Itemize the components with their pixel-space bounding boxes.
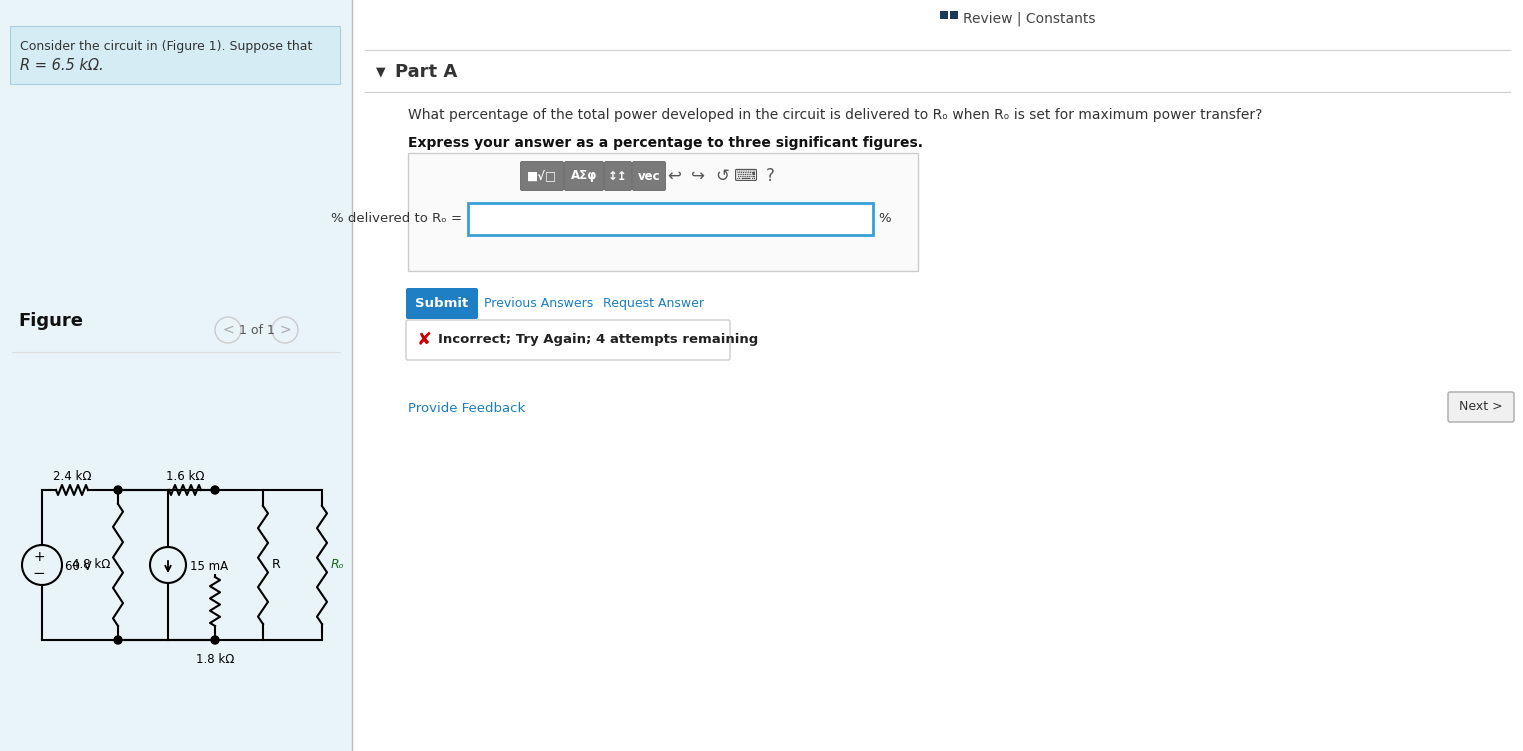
Text: Part A: Part A [394, 63, 457, 81]
Text: Previous Answers: Previous Answers [484, 297, 594, 310]
FancyBboxPatch shape [565, 161, 603, 191]
Circle shape [114, 486, 122, 494]
Text: Review | Constants: Review | Constants [963, 12, 1095, 26]
Text: R: R [273, 559, 280, 572]
FancyBboxPatch shape [407, 288, 478, 319]
Text: AΣφ: AΣφ [571, 170, 597, 182]
Bar [352, 0, 1523, 751]
Text: ⌨: ⌨ [734, 167, 758, 185]
Text: ▼: ▼ [376, 65, 385, 79]
Text: Incorrect; Try Again; 4 attempts remaining: Incorrect; Try Again; 4 attempts remaini… [439, 333, 758, 346]
Text: ?: ? [766, 167, 774, 185]
Text: 1.8 kΩ: 1.8 kΩ [196, 653, 235, 666]
Text: ↺: ↺ [716, 167, 730, 185]
Text: Next >: Next > [1459, 400, 1503, 414]
Text: 60 V: 60 V [65, 560, 91, 574]
Text: >: > [279, 323, 291, 337]
FancyBboxPatch shape [407, 320, 730, 360]
Text: 4.8 kΩ: 4.8 kΩ [72, 559, 110, 572]
Text: Submit: Submit [416, 297, 469, 310]
Text: vec: vec [638, 170, 661, 182]
Text: ■√□: ■√□ [527, 170, 557, 182]
Text: <: < [222, 323, 235, 337]
Text: What percentage of the total power developed in the circuit is delivered to Rₒ w: What percentage of the total power devel… [408, 108, 1263, 122]
Text: %: % [877, 213, 891, 225]
Text: −: − [32, 566, 46, 581]
Text: ↕↥: ↕↥ [608, 170, 627, 182]
Text: % delivered to Rₒ =: % delivered to Rₒ = [330, 213, 461, 225]
Text: Request Answer: Request Answer [603, 297, 704, 310]
Text: +: + [34, 550, 44, 564]
FancyBboxPatch shape [1448, 392, 1514, 422]
FancyBboxPatch shape [521, 161, 564, 191]
Text: Figure: Figure [18, 312, 82, 330]
Circle shape [212, 636, 219, 644]
Circle shape [212, 486, 219, 494]
Text: Express your answer as a percentage to three significant figures.: Express your answer as a percentage to t… [408, 136, 923, 150]
FancyBboxPatch shape [11, 26, 340, 84]
FancyBboxPatch shape [408, 153, 918, 271]
Bar [950, 11, 958, 19]
Text: 2.4 kΩ: 2.4 kΩ [53, 470, 91, 484]
Text: ↩: ↩ [667, 167, 681, 185]
Bar [0, 0, 352, 751]
Bar [468, 203, 873, 235]
Text: 1.6 kΩ: 1.6 kΩ [166, 470, 204, 484]
Bar [940, 11, 947, 19]
Circle shape [114, 636, 122, 644]
Text: Provide Feedback: Provide Feedback [408, 402, 525, 415]
Text: ↪: ↪ [691, 167, 705, 185]
Text: Consider the circuit in (Figure 1). Suppose that: Consider the circuit in (Figure 1). Supp… [20, 40, 312, 53]
Text: ✘: ✘ [416, 331, 431, 349]
Text: 15 mA: 15 mA [190, 560, 228, 574]
Text: R = 6.5 kΩ.: R = 6.5 kΩ. [20, 58, 104, 73]
Text: Rₒ: Rₒ [330, 559, 344, 572]
FancyBboxPatch shape [605, 161, 632, 191]
FancyBboxPatch shape [632, 161, 666, 191]
Text: 1 of 1: 1 of 1 [239, 324, 276, 336]
